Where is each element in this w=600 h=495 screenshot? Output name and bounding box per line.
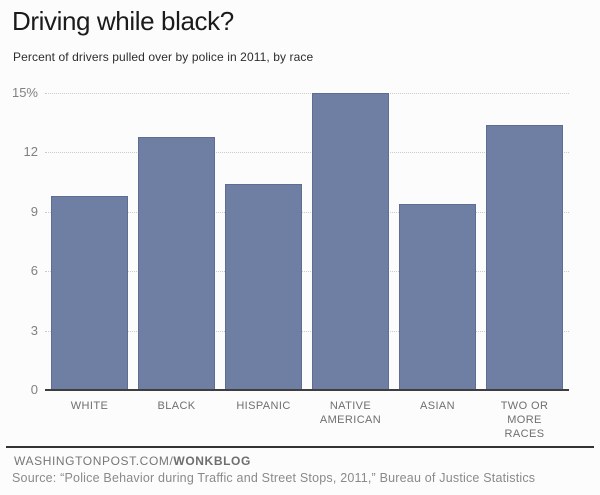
category-label: ASIAN xyxy=(419,400,455,412)
bar xyxy=(312,93,389,390)
category-label: HISPANIC xyxy=(236,400,291,412)
footer-brand: WASHINGTONPOST.COM/WONKBLOG xyxy=(14,454,251,468)
y-axis-tick-label: 6 xyxy=(30,263,38,279)
gridline xyxy=(45,152,569,154)
bar xyxy=(138,136,215,390)
y-axis-tick-label: 0 xyxy=(30,382,38,397)
plot-area xyxy=(45,93,569,390)
category-label: BLACK xyxy=(157,400,196,412)
y-axis-labels: 0 3 6 9 12 15% xyxy=(0,85,38,397)
y-axis-tick-label: 15% xyxy=(11,85,38,100)
y-axis-tick-label: 3 xyxy=(30,322,38,338)
brand-prefix: WASHINGTONPOST.COM/ xyxy=(14,454,174,468)
bar xyxy=(399,203,476,390)
gridline xyxy=(45,330,569,332)
source-line: Source: “Police Behavior during Traffic … xyxy=(12,471,536,485)
footer-divider xyxy=(6,446,594,448)
gridline xyxy=(45,211,569,213)
bar xyxy=(51,195,128,390)
x-axis-line xyxy=(45,389,569,391)
y-axis-tick-label: 12 xyxy=(23,144,38,160)
category-label: NATIVE AMERICAN xyxy=(319,400,382,426)
y-axis-tick-label: 9 xyxy=(30,203,38,219)
gridline xyxy=(45,93,569,94)
category-label: WHITE xyxy=(70,400,109,412)
chart-title: Driving while black? xyxy=(12,6,234,36)
x-axis-labels: WHITE BLACK HISPANIC NATIVE AMERICAN ASIAN TW… xyxy=(45,399,569,441)
bar xyxy=(486,124,563,390)
category-label: TWO OR MORE RACES xyxy=(500,400,549,440)
bar-group xyxy=(45,93,569,390)
bar xyxy=(225,184,302,390)
chart-subtitle: Percent of drivers pulled over by police… xyxy=(13,50,314,64)
gridline xyxy=(45,271,569,273)
brand-bold: WONKBLOG xyxy=(173,454,251,468)
